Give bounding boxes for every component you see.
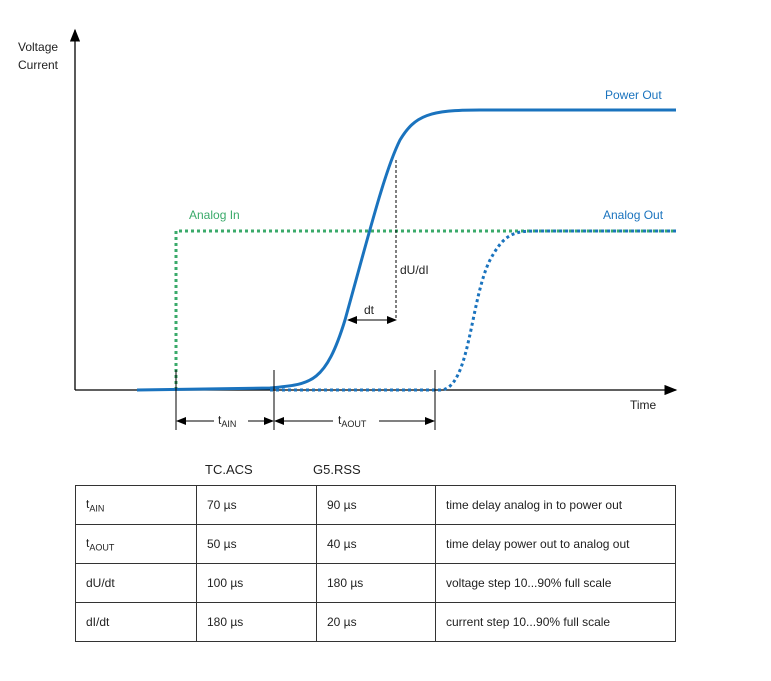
g5-cell: 90 µs xyxy=(316,485,436,525)
param-cell: tAOUT xyxy=(75,524,197,564)
param-cell: dI/dt xyxy=(75,602,197,642)
tc-cell: 70 µs xyxy=(196,485,317,525)
table-row: tAOUT 50 µs 40 µs time delay power out to a… xyxy=(75,524,676,564)
column-header-tc-acs: TC.ACS xyxy=(205,462,253,477)
analog-in-label: Analog In xyxy=(189,208,240,222)
y-axis-label-voltage: Voltage xyxy=(18,40,58,54)
desc-cell: time delay analog in to power out xyxy=(435,485,676,525)
power-out-line xyxy=(136,108,676,392)
tc-cell: 100 µs xyxy=(196,563,317,603)
x-axis-label: Time xyxy=(630,398,657,412)
g5-cell: 180 µs xyxy=(316,563,436,603)
dt-label: dt xyxy=(364,303,375,317)
param-cell: tAIN xyxy=(75,485,197,525)
g5-cell: 40 µs xyxy=(316,524,436,564)
tc-cell: 180 µs xyxy=(196,602,317,642)
t-ain-label: tAIN xyxy=(218,413,236,429)
desc-cell: time delay power out to analog out xyxy=(435,524,676,564)
power-out-label: Power Out xyxy=(605,88,662,102)
analog-in-line xyxy=(174,229,676,390)
desc-cell: voltage step 10...90% full scale xyxy=(435,563,676,603)
desc-cell: current step 10...90% full scale xyxy=(435,602,676,642)
analog-out-line xyxy=(270,229,676,392)
t-aout-label: tAOUT xyxy=(338,413,367,429)
column-header-g5-rss: G5.RSS xyxy=(313,462,361,477)
param-cell: dU/dt xyxy=(75,563,197,603)
table-row: dU/dt 100 µs 180 µs voltage step 10...90% f… xyxy=(75,563,676,603)
analog-out-label: Analog Out xyxy=(603,208,664,222)
table-row: dI/dt 180 µs 20 µs current step 10...90% fu… xyxy=(75,602,676,642)
g5-cell: 20 µs xyxy=(316,602,436,642)
tc-cell: 50 µs xyxy=(196,524,317,564)
table-row: tAIN 70 µs 90 µs time delay analog in to po… xyxy=(75,485,676,525)
timing-diagram: Voltage Current Time Analog In Analog Ou… xyxy=(18,28,678,430)
comparison-table: tAIN 70 µs 90 µs time delay analog in to po… xyxy=(75,485,676,642)
y-axis-label-current: Current xyxy=(18,58,59,72)
slope-label: dU/dI xyxy=(400,263,429,277)
